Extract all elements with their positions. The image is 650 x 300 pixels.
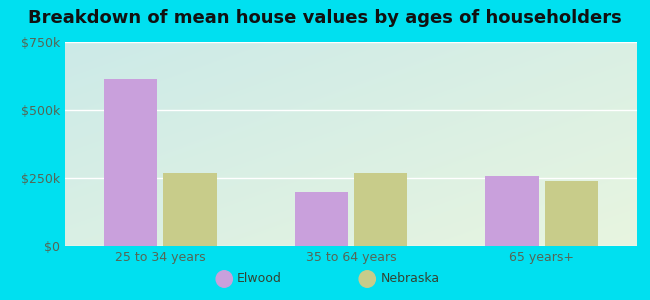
Text: Breakdown of mean house values by ages of householders: Breakdown of mean house values by ages o… — [28, 9, 622, 27]
Text: Nebraska: Nebraska — [380, 272, 439, 286]
Text: Elwood: Elwood — [237, 272, 282, 286]
Bar — [545, 181, 598, 246]
Bar — [486, 176, 539, 246]
Bar — [163, 173, 216, 246]
Bar — [104, 79, 157, 246]
Bar — [354, 173, 408, 246]
Bar — [294, 192, 348, 246]
